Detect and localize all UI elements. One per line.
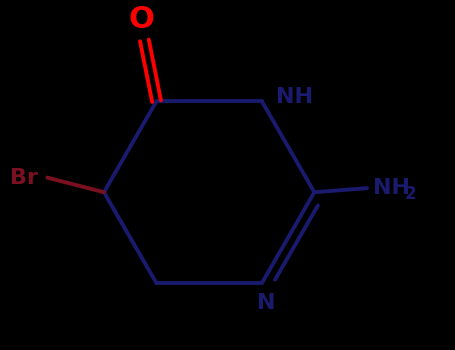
Text: NH: NH [374, 178, 410, 198]
Text: NH: NH [276, 87, 313, 107]
Text: Br: Br [10, 168, 38, 188]
Text: N: N [257, 293, 275, 313]
Text: O: O [128, 5, 154, 34]
Text: 2: 2 [404, 185, 416, 203]
